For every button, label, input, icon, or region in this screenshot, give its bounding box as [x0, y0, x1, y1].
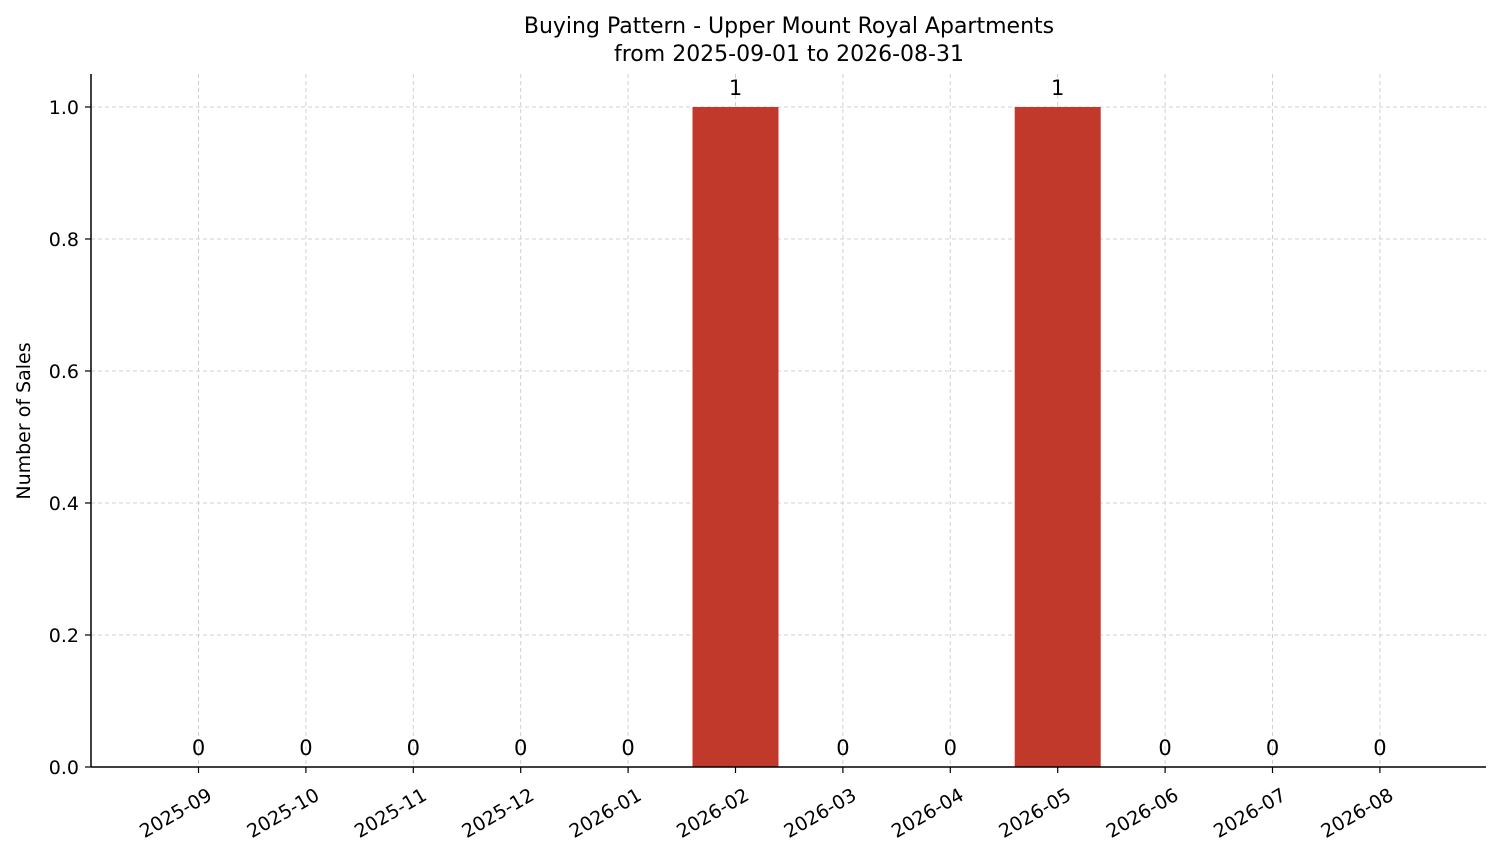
x-tick-label: 2026-08	[1317, 784, 1397, 843]
data-label: 0	[621, 736, 634, 760]
x-tick-label: 2026-01	[566, 784, 646, 843]
data-label: 0	[299, 736, 312, 760]
y-tick-label: 0.8	[49, 229, 79, 251]
data-label: 0	[1158, 736, 1171, 760]
x-tick-label: 2026-07	[1210, 784, 1290, 843]
data-label: 0	[1373, 736, 1386, 760]
x-tick-label: 2026-02	[673, 784, 753, 843]
y-tick-label: 0.4	[49, 493, 79, 515]
x-tick-label: 2026-05	[995, 784, 1075, 843]
bar	[692, 107, 779, 767]
bar	[1014, 107, 1101, 767]
x-tick-label: 2025-11	[351, 784, 431, 843]
x-tick-label: 2026-04	[888, 784, 968, 843]
y-tick-label: 0.6	[49, 361, 79, 383]
y-axis-label: Number of Sales	[13, 342, 35, 499]
x-tick-label: 2025-09	[136, 784, 216, 843]
x-tick-label: 2025-12	[458, 784, 538, 843]
data-label: 0	[407, 736, 420, 760]
data-label: 0	[944, 736, 957, 760]
y-tick-label: 1.0	[49, 97, 79, 119]
data-label: 0	[514, 736, 527, 760]
data-label: 0	[192, 736, 205, 760]
x-tick-label: 2026-06	[1103, 784, 1183, 843]
grid-lines	[91, 74, 1486, 767]
data-label: 1	[729, 76, 742, 100]
y-tick-label: 0.0	[49, 757, 79, 779]
chart-subtitle: from 2025-09-01 to 2026-08-31	[614, 42, 964, 67]
data-label: 0	[1266, 736, 1279, 760]
y-tick-label: 0.2	[49, 625, 79, 647]
bars	[692, 107, 1101, 767]
data-label: 1	[1051, 76, 1064, 100]
chart-title: Buying Pattern - Upper Mount Royal Apart…	[524, 14, 1054, 39]
data-label: 0	[836, 736, 849, 760]
data-labels: 0 0 0 0 0 1 0 0 1 0 0 0	[192, 76, 1387, 760]
x-tick-label: 2025-10	[243, 784, 323, 843]
x-tick-label: 2026-03	[780, 784, 860, 843]
